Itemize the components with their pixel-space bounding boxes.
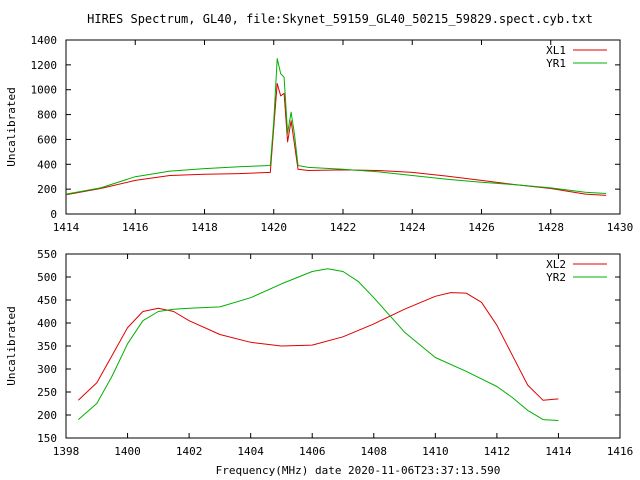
y-tick-label: 400 <box>37 158 57 171</box>
x-axis-label: Frequency(MHz) date 2020-11-06T23:37:13.… <box>216 464 501 477</box>
legend-label-xl2: XL2 <box>546 258 566 271</box>
x-tick-label: 1398 <box>53 445 80 458</box>
legend-label-yr2: YR2 <box>546 271 566 284</box>
series-line-xl1 <box>65 83 607 196</box>
x-tick-label: 1400 <box>114 445 141 458</box>
y-tick-label: 350 <box>37 340 57 353</box>
plot-frame <box>65 253 621 439</box>
x-tick-label: 1404 <box>237 445 264 458</box>
x-tick-label: 1408 <box>361 445 388 458</box>
series-line-yr2 <box>77 268 559 421</box>
x-tick-label: 1416 <box>122 221 149 234</box>
y-tick-label: 1000 <box>31 84 58 97</box>
y-tick-label: 600 <box>37 133 57 146</box>
y-tick-label: 1200 <box>31 59 58 72</box>
y-tick-label: 800 <box>37 109 57 122</box>
series-line-yr1 <box>65 58 607 195</box>
legend-label-yr1: YR1 <box>546 57 566 70</box>
y-tick-label: 300 <box>37 363 57 376</box>
y-tick-label: 150 <box>37 432 57 445</box>
x-tick-label: 1414 <box>545 445 572 458</box>
y-tick-label: 200 <box>37 409 57 422</box>
x-tick-label: 1426 <box>468 221 495 234</box>
x-tick-label: 1420 <box>261 221 288 234</box>
y-tick-label: 200 <box>37 183 57 196</box>
x-tick-label: 1422 <box>330 221 357 234</box>
x-tick-label: 1402 <box>176 445 203 458</box>
top-spectrum-panel: 1414 1416 1418 1420 1422 1424 1426 1428 1430 0 200… <box>5 34 633 234</box>
x-tick-label: 1412 <box>484 445 511 458</box>
y-tick-label: 550 <box>37 248 57 261</box>
x-tick-label: 1410 <box>422 445 449 458</box>
figure-title: HIRES Spectrum, GL40, file:Skynet_59159_… <box>87 12 593 26</box>
series-line-xl2 <box>77 292 559 401</box>
x-tick-label: 1418 <box>191 221 218 234</box>
plot-frame <box>65 39 621 215</box>
y-tick-label: 500 <box>37 271 57 284</box>
x-tick-label: 1424 <box>399 221 426 234</box>
y-axis-label: Uncalibrated <box>5 87 18 166</box>
y-tick-label: 1400 <box>31 34 58 47</box>
y-axis-label: Uncalibrated <box>5 306 18 385</box>
x-tick-label: 1416 <box>607 445 634 458</box>
bottom-spectrum-panel: 1398 1400 1402 1404 1406 1408 1410 1412 1414 1416… <box>5 248 633 477</box>
y-tick-label: 0 <box>50 208 57 221</box>
x-tick-label: 1428 <box>538 221 565 234</box>
x-tick-label: 1430 <box>607 221 634 234</box>
legend-label-xl1: XL1 <box>546 44 566 57</box>
x-tick-label: 1406 <box>299 445 326 458</box>
y-tick-label: 250 <box>37 386 57 399</box>
x-tick-label: 1414 <box>53 221 80 234</box>
y-tick-label: 400 <box>37 317 57 330</box>
y-tick-label: 450 <box>37 294 57 307</box>
